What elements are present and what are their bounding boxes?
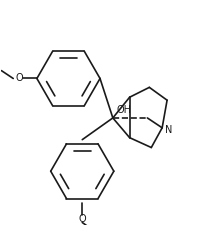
Text: O: O [78, 214, 86, 224]
Text: OH: OH [116, 105, 131, 115]
Text: O: O [15, 74, 23, 84]
Text: N: N [164, 125, 172, 135]
